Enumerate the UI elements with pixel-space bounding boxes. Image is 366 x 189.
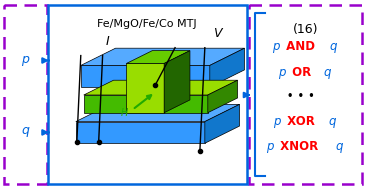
Polygon shape <box>81 48 244 65</box>
Polygon shape <box>126 64 164 113</box>
Polygon shape <box>126 51 190 64</box>
Polygon shape <box>205 104 240 143</box>
Text: $V$: $V$ <box>213 27 224 40</box>
Text: q: q <box>323 66 330 79</box>
Polygon shape <box>84 95 208 113</box>
Bar <box>4 5 47 184</box>
Polygon shape <box>84 80 238 95</box>
Text: $H$: $H$ <box>120 106 129 118</box>
Text: Fe/MgO/Fe/Co MTJ: Fe/MgO/Fe/Co MTJ <box>97 19 197 29</box>
Polygon shape <box>208 80 238 113</box>
Bar <box>250 5 362 184</box>
Text: $p$: $p$ <box>21 53 30 67</box>
Text: XOR: XOR <box>283 115 318 128</box>
Text: q: q <box>335 140 343 153</box>
Text: $q$: $q$ <box>21 125 30 139</box>
Bar <box>48 5 247 184</box>
Text: p: p <box>279 66 286 79</box>
Polygon shape <box>76 122 205 143</box>
Text: p: p <box>266 140 274 153</box>
Text: q: q <box>329 40 337 53</box>
Text: p: p <box>272 40 280 53</box>
Text: $I$: $I$ <box>105 35 110 48</box>
Text: OR: OR <box>288 66 315 79</box>
Text: p: p <box>273 115 280 128</box>
Text: AND: AND <box>282 40 319 53</box>
Text: (16): (16) <box>293 23 318 36</box>
Polygon shape <box>76 104 240 122</box>
Polygon shape <box>81 65 210 87</box>
Polygon shape <box>164 51 190 113</box>
Text: XNOR: XNOR <box>276 140 322 153</box>
Polygon shape <box>210 48 244 87</box>
Text: • • •: • • • <box>283 91 318 103</box>
Text: q: q <box>329 115 336 128</box>
